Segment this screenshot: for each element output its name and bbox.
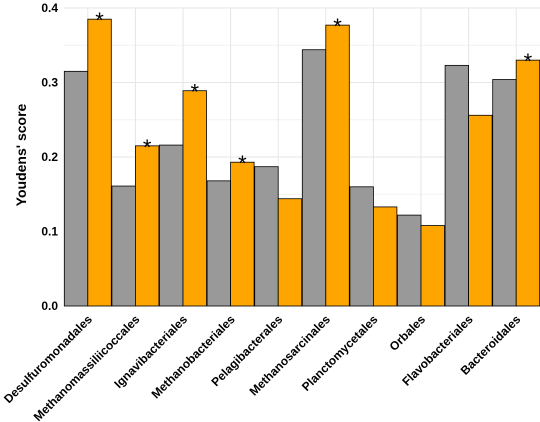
significance-star: * (524, 49, 533, 74)
bar-series-1-1 (111, 185, 136, 307)
bar-series-2-7 (420, 225, 445, 307)
significance-star: * (190, 80, 199, 105)
bar-series-2-1 (134, 145, 160, 307)
x-tick-label: Desulfuromonadales (1, 312, 95, 406)
bar-series-1-5 (301, 49, 327, 307)
y-tick-label: 0.2 (41, 150, 58, 164)
y-tick-label: 0.3 (41, 76, 58, 90)
bar-series-2-6 (372, 206, 398, 307)
bar-series-2-0 (87, 18, 112, 307)
bar-series-1-6 (349, 186, 374, 307)
bar-series-2-9 (515, 59, 540, 307)
bar-series-2-8 (468, 114, 493, 307)
x-tick-label: Methanobacteriales (149, 312, 238, 401)
significance-star: * (238, 151, 247, 176)
bar-series-1-7 (397, 214, 422, 307)
bar-series-1-2 (159, 144, 184, 307)
y-axis-title: Youdens' score (13, 103, 29, 206)
significance-star: * (143, 135, 152, 160)
y-tick-label: 0.1 (41, 225, 58, 239)
bar-series-2-4 (277, 198, 303, 307)
significance-star: * (95, 8, 104, 33)
bar-series-2-3 (230, 161, 255, 307)
significance-markers: * * * * * * (95, 8, 532, 176)
bar-series-1-9 (492, 79, 517, 307)
bar-series-1-0 (63, 70, 89, 307)
y-tick-label: 0.4 (41, 1, 58, 15)
bar-series-2-2 (182, 90, 207, 307)
x-tick-label: Methanosarcinales (247, 312, 334, 399)
significance-star: * (333, 14, 342, 39)
bar-series-2-5 (325, 24, 350, 307)
y-axis: 0.0 0.1 0.2 0.3 0.4 (41, 1, 58, 313)
x-axis: DesulfuromonadalesMethanomassiliicoccale… (1, 312, 523, 422)
bar-series-1-4 (254, 166, 279, 307)
y-tick-label: 0.0 (41, 299, 58, 313)
bars-layer (63, 18, 540, 307)
bar-series-1-3 (206, 180, 232, 307)
bar-series-1-8 (444, 64, 470, 307)
x-tick-label: Orbales (387, 312, 429, 354)
